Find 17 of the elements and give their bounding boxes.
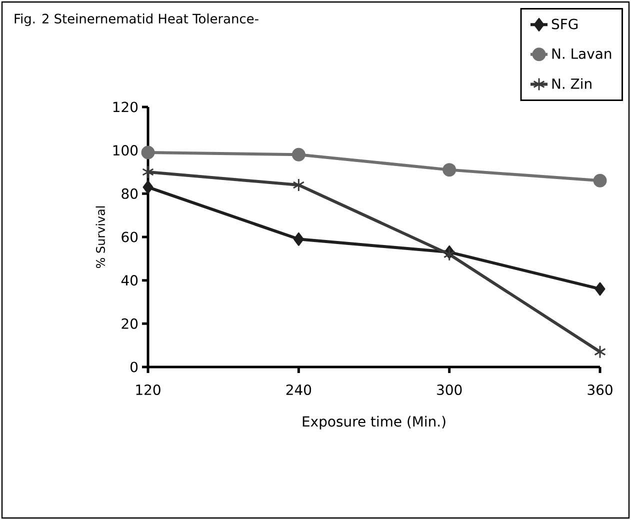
y-tick-label: 100: [113, 145, 138, 156]
x-tick-label: 240: [286, 384, 312, 396]
legend-label: N. Lavan: [552, 48, 612, 59]
x-tick-label: 360: [588, 384, 612, 396]
y-tick-label: 120: [113, 102, 138, 112]
y-tick-label: 0: [130, 362, 138, 372]
x-axis-title: Exposure time (Min.): [302, 416, 446, 430]
y-tick-label: 20: [122, 318, 138, 329]
y-tick-label: 80: [122, 188, 138, 199]
chart-title: Fig. 2 Steinernematid Heat Tolerance-: [14, 14, 258, 26]
y-tick-label: 40: [121, 275, 138, 286]
y-axis-title: % Survival: [96, 206, 106, 268]
x-tick-label: 120: [136, 384, 160, 396]
legend-label: SFG: [552, 18, 578, 30]
y-tick-label: 60: [122, 232, 138, 242]
legend-label: N. Zin: [552, 78, 592, 89]
x-tick-label: 300: [437, 384, 462, 396]
